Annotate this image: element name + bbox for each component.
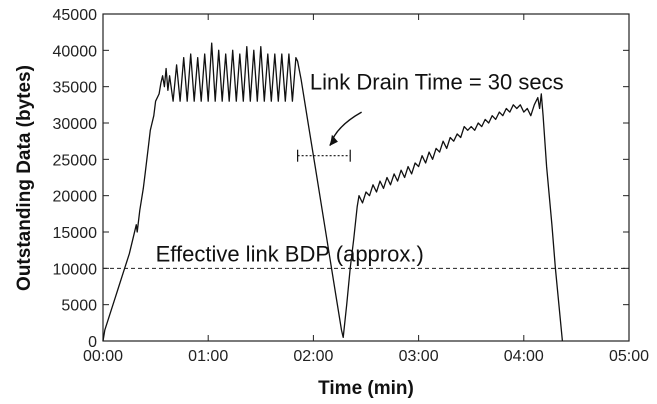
plot-frame bbox=[102, 13, 630, 342]
x-tick-label: 04:00 bbox=[504, 348, 544, 365]
y-tick-label: 5000 bbox=[61, 298, 97, 315]
series-layer bbox=[102, 42, 564, 342]
x-tick-label: 05:00 bbox=[609, 348, 649, 365]
y-tick-label: 10000 bbox=[53, 261, 98, 278]
drain-time-label: Link Drain Time = 30 secs bbox=[310, 70, 564, 95]
y-tick-label: 25000 bbox=[53, 152, 98, 169]
annotation-layer: Link Drain Time = 30 secs bbox=[297, 70, 564, 162]
reference-lines: Effective link BDP (approx.) bbox=[103, 241, 629, 269]
y-tick-label: 45000 bbox=[53, 7, 98, 24]
outstanding-data-line bbox=[102, 42, 564, 342]
x-axis-title: Time (min) bbox=[318, 378, 414, 399]
x-tick-label: 01:00 bbox=[188, 348, 228, 365]
x-tick-label: 02:00 bbox=[293, 348, 333, 365]
y-tick-label: 35000 bbox=[53, 80, 98, 97]
y-tick-label: 0 bbox=[88, 334, 97, 351]
y-axis: 0 5000 10000 15000 20000 25000 30000 35000 40000… bbox=[53, 7, 629, 351]
y-tick-label: 20000 bbox=[53, 189, 98, 206]
drain-time-arrowhead bbox=[329, 134, 338, 146]
x-axis: 00:00 01:00 02:00 03:00 04:00 05:00 bbox=[83, 14, 649, 365]
y-tick-label: 15000 bbox=[53, 225, 98, 242]
y-tick-label: 30000 bbox=[53, 116, 98, 133]
y-axis-title: Outstanding Data (bytes) bbox=[14, 65, 35, 291]
x-tick-label: 00:00 bbox=[83, 348, 123, 365]
bdp-reference-label: Effective link BDP (approx.) bbox=[156, 241, 424, 266]
y-tick-label: 40000 bbox=[53, 43, 98, 60]
x-tick-label: 03:00 bbox=[399, 348, 439, 365]
